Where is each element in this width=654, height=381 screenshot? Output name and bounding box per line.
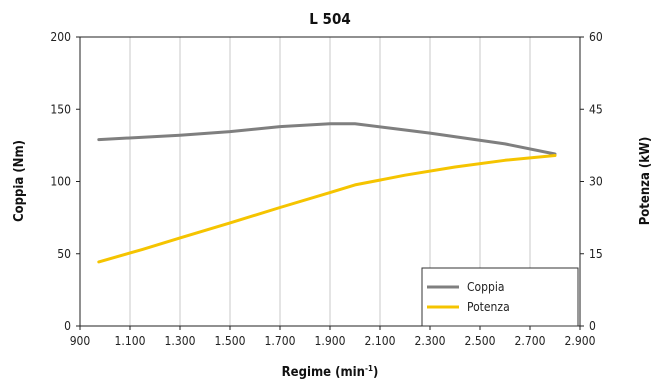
x-axis-label: Regime (min-1) <box>282 364 379 380</box>
y-left-tick-label: 200 <box>50 30 71 44</box>
y-left-tick-label: 0 <box>64 319 71 333</box>
y-left-tick-label: 50 <box>57 247 71 261</box>
y-right-tick-label: 60 <box>589 30 603 44</box>
x-tick-label: 1.700 <box>265 334 296 348</box>
x-tick-label: 2.700 <box>515 334 546 348</box>
y-right-tick-label: 45 <box>589 102 603 116</box>
x-tick-label: 1.100 <box>115 334 146 348</box>
x-tick-label: 1.500 <box>215 334 246 348</box>
y-right-tick-label: 0 <box>589 319 596 333</box>
legend-box <box>421 267 579 327</box>
x-tick-label: 2.500 <box>465 334 496 348</box>
legend-label-coppia: Coppia <box>467 280 504 294</box>
series-line-coppia <box>97 122 557 156</box>
series-line-potenza <box>97 154 557 264</box>
y-right-tick-label: 15 <box>589 247 603 261</box>
x-tick-label: 1.300 <box>165 334 196 348</box>
y-right-tick-label: 30 <box>589 175 603 189</box>
y-left-tick-label: 100 <box>50 175 71 189</box>
legend: Coppia Potenza <box>421 267 579 327</box>
x-tick-label: 900 <box>70 334 91 348</box>
legend-label-potenza: Potenza <box>467 300 510 314</box>
y-axis-left-ticks: 0 50 100 150 200 <box>50 30 80 333</box>
chart-title: L 504 <box>309 10 350 28</box>
y-axis-right-ticks: 0 15 30 45 60 <box>580 30 603 333</box>
x-axis-ticks: 900 1.100 1.300 1.500 1.700 1.900 2.100 2.300 2.… <box>70 326 596 348</box>
x-tick-label: 1.900 <box>315 334 346 348</box>
y-left-tick-label: 150 <box>50 102 71 116</box>
y-axis-right-label: Potenza (kW) <box>638 137 653 226</box>
y-axis-left-label: Coppia (Nm) <box>12 140 27 222</box>
x-tick-label: 2.100 <box>365 334 396 348</box>
series-lines <box>97 122 557 264</box>
x-tick-label: 2.300 <box>415 334 446 348</box>
x-tick-label: 2.900 <box>565 334 596 348</box>
